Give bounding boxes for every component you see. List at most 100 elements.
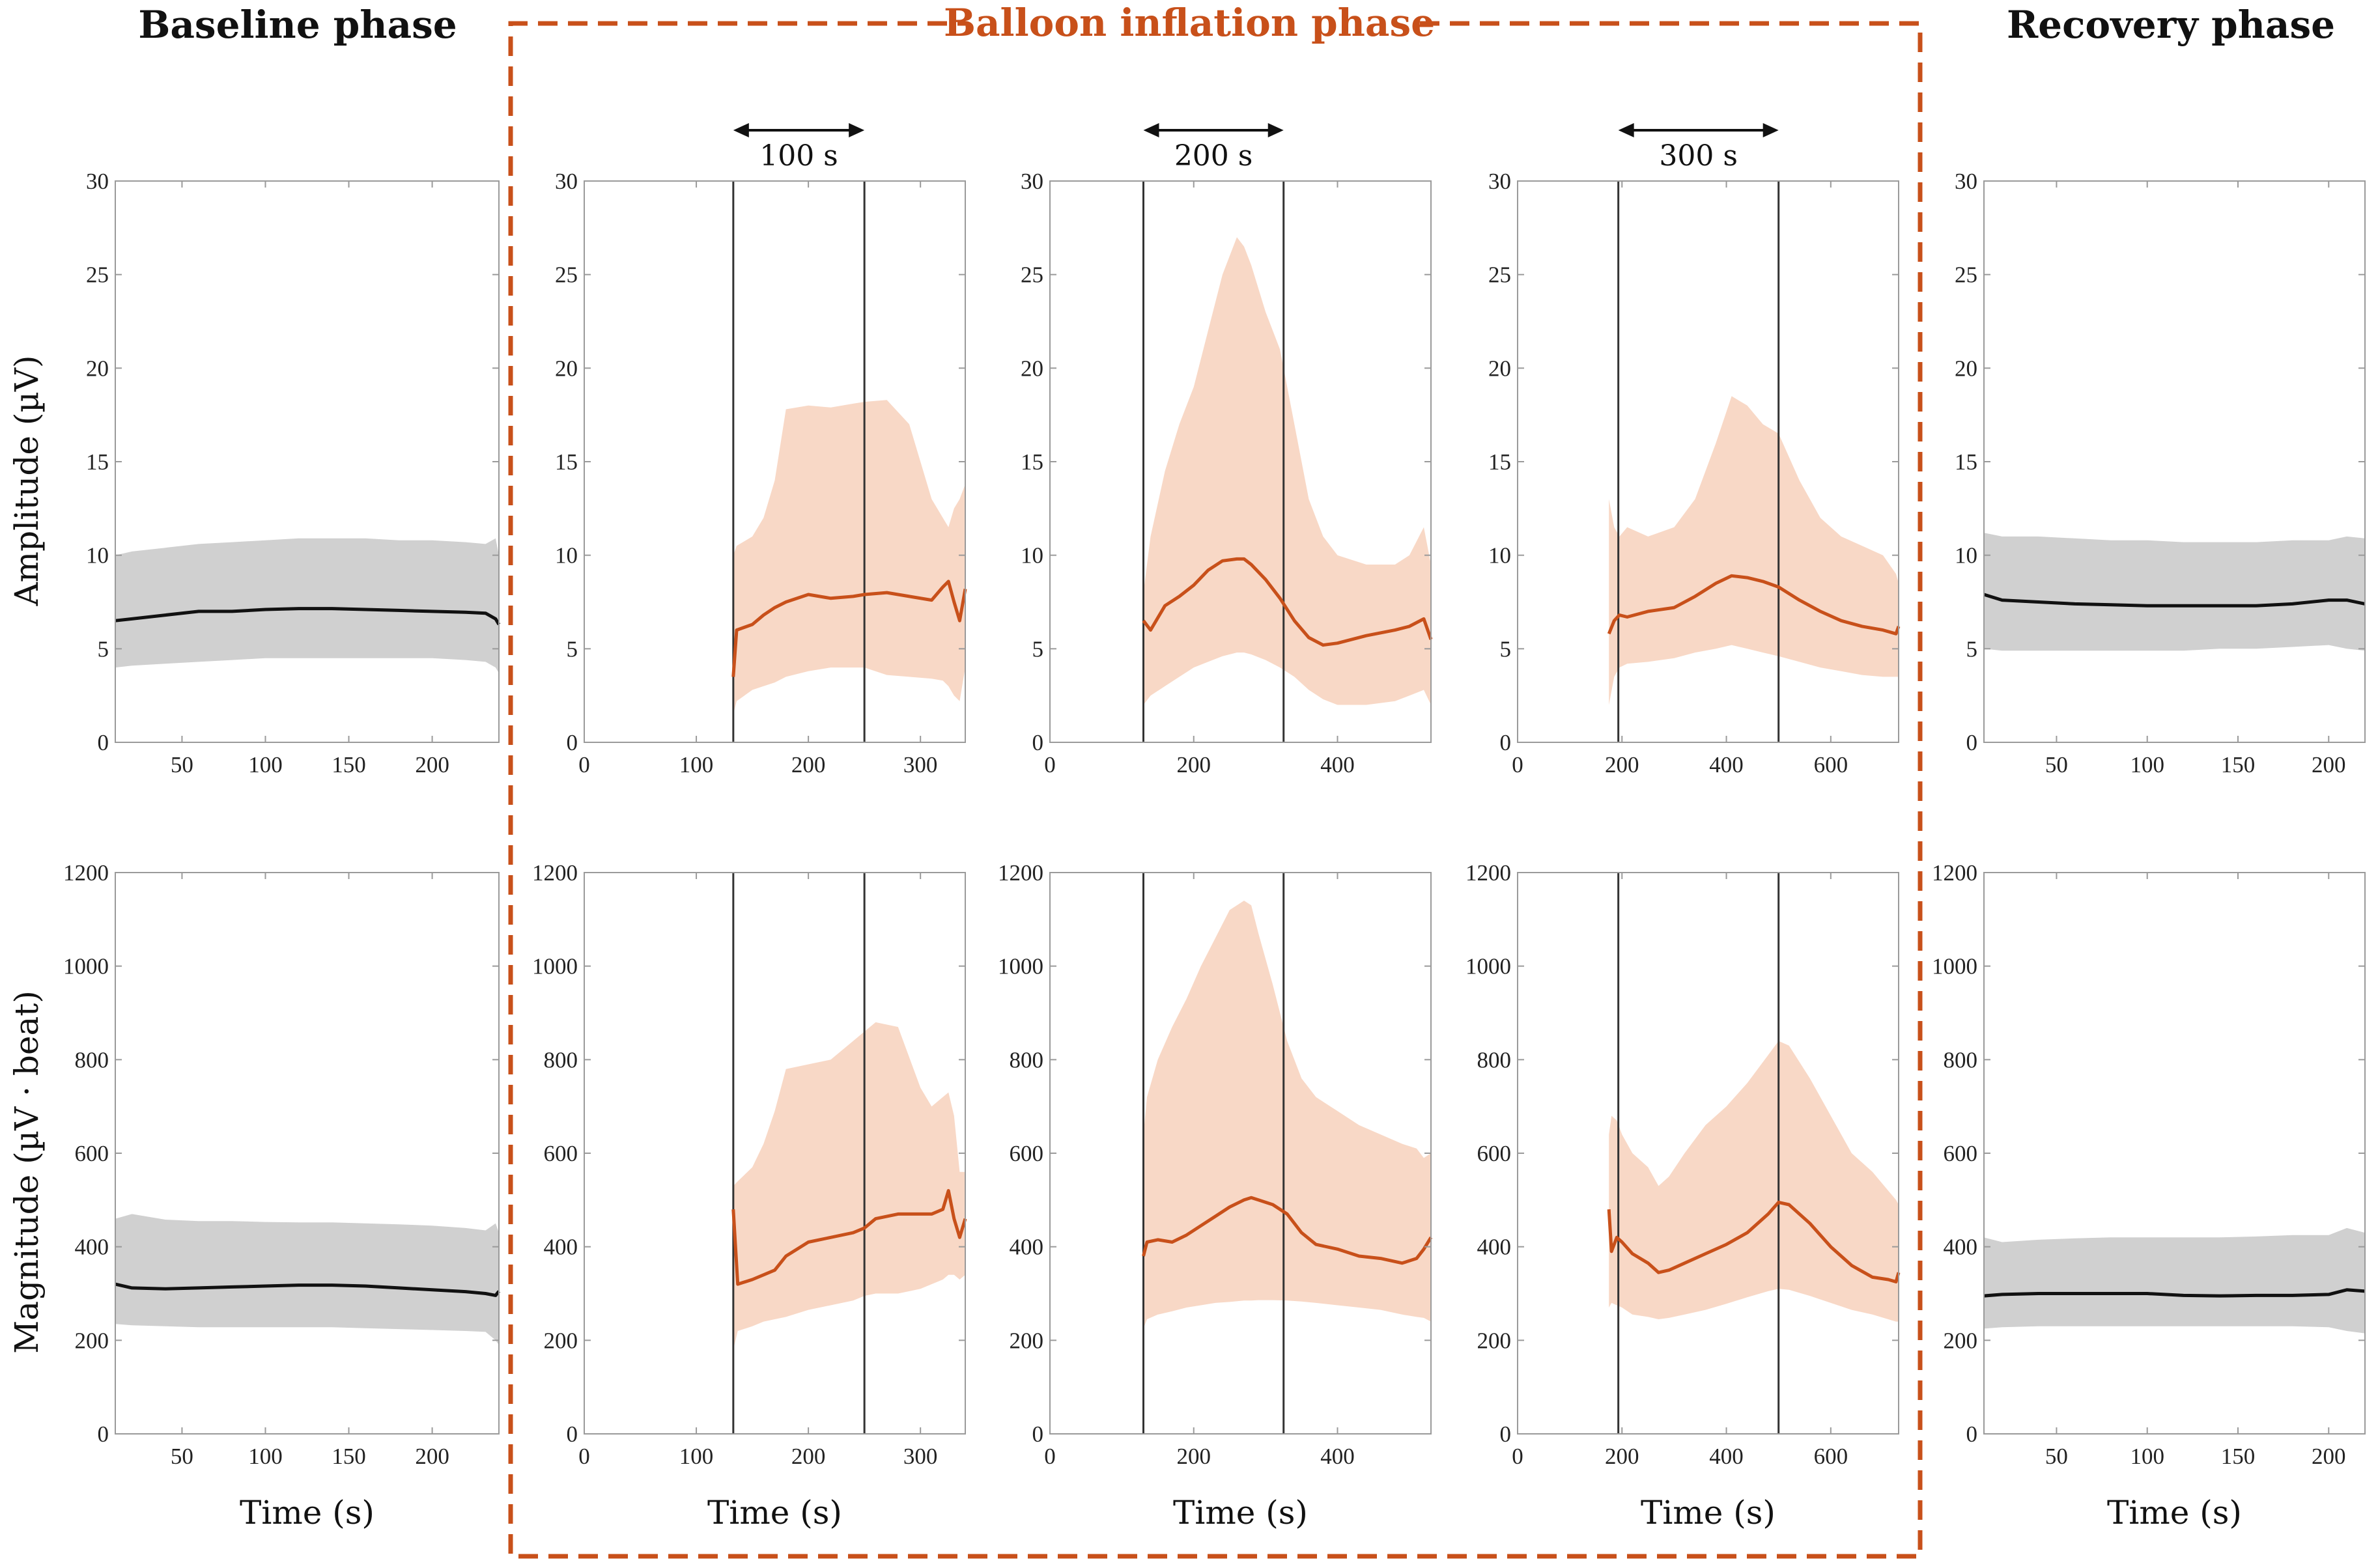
arrow-left-icon (733, 123, 749, 137)
x-tick-label: 300 (903, 1444, 938, 1469)
y-tick-label: 400 (1477, 1235, 1512, 1260)
x-axis-label: Time (s) (240, 1494, 375, 1532)
y-tick-label: 5 (98, 636, 109, 662)
mean-line (1607, 574, 1901, 636)
x-tick-label: 100 (679, 752, 714, 777)
y-tick-label: 15 (555, 449, 578, 475)
x-tick-label: 150 (2221, 752, 2256, 777)
x-tick-label: 200 (2312, 1444, 2346, 1469)
duration-label: 300 s (1659, 139, 1738, 173)
x-tick-label: 100 (2130, 1444, 2164, 1469)
arrow-left-icon (1143, 123, 1159, 137)
y-tick-label: 20 (1488, 356, 1511, 381)
y-tick-label: 0 (1966, 730, 1978, 755)
y-tick-label: 1000 (532, 954, 578, 979)
y-tick-label: 15 (1488, 449, 1511, 475)
panel-magnitude-baseline: 0 200 400 600 800 1000 1200 50 100 150 200 Time (s) (63, 860, 500, 1532)
x-tick-label: 150 (2221, 1444, 2256, 1469)
duration-arrow (1143, 123, 1284, 137)
duration-arrow (733, 123, 865, 137)
y-tick-label: 600 (1477, 1141, 1512, 1166)
x-tick-label: 100 (248, 1444, 283, 1469)
x-axis-label: Time (s) (1173, 1494, 1308, 1532)
y-tick-label: 0 (1500, 1421, 1512, 1447)
magnitude-y-axis-label: Magnitude (µV · beat) (8, 990, 46, 1354)
arrow-right-icon (849, 123, 865, 137)
x-tick-label: 100 (679, 1444, 714, 1469)
duration-arrow (1618, 123, 1779, 137)
y-tick-label: 600 (1944, 1141, 1978, 1166)
y-tick-label: 15 (1021, 449, 1043, 475)
x-tick-label: 200 (2312, 752, 2346, 777)
y-tick-label: 600 (1010, 1141, 1044, 1166)
y-tick-label: 10 (555, 543, 578, 568)
x-tick-label: 300 (903, 752, 938, 777)
x-tick-label: 600 (1814, 752, 1848, 777)
y-tick-label: 1200 (1932, 860, 1977, 886)
x-tick-label: 200 (1605, 752, 1639, 777)
y-tick-label: 800 (75, 1047, 109, 1072)
x-tick-label: 50 (171, 1444, 193, 1469)
confidence-band (1984, 533, 2365, 651)
confidence-band (115, 1214, 499, 1345)
y-tick-label: 1000 (1932, 954, 1977, 979)
x-tick-label: 400 (1709, 752, 1744, 777)
confidence-band (1609, 396, 1899, 705)
y-tick-label: 25 (1955, 262, 1977, 288)
y-tick-label: 200 (1944, 1328, 1978, 1353)
x-tick-label: 50 (2045, 752, 2068, 777)
y-tick-label: 10 (1955, 543, 1977, 568)
x-tick-label: 200 (1177, 752, 1211, 777)
x-axis-label: Time (s) (707, 1494, 842, 1532)
mean-line (731, 1189, 967, 1286)
y-tick-label: 20 (555, 356, 578, 381)
confidence-band (1143, 237, 1431, 705)
x-tick-label: 50 (2045, 1444, 2068, 1469)
y-tick-label: 0 (1500, 730, 1512, 755)
panel-amplitude-recovery: 0 5 10 15 20 25 30 50 100 150 200 (1955, 169, 2366, 777)
y-tick-label: 15 (1955, 449, 1977, 475)
y-tick-label: 0 (98, 730, 109, 755)
y-tick-label: 400 (1010, 1235, 1044, 1260)
x-tick-label: 0 (1512, 1444, 1523, 1469)
y-tick-label: 1200 (1465, 860, 1511, 886)
panel-magnitude-inflation-200: 0 200 400 600 800 1000 1200 0 200 400 Time (s) (998, 860, 1433, 1532)
x-tick-label: 0 (1512, 752, 1523, 777)
y-tick-label: 10 (1488, 543, 1511, 568)
y-tick-label: 400 (75, 1235, 109, 1260)
y-tick-label: 20 (1955, 356, 1977, 381)
y-tick-label: 25 (1021, 262, 1043, 288)
x-tick-label: 0 (578, 1444, 590, 1469)
amplitude-y-axis-label: Amplitude (µV) (8, 356, 46, 607)
panel-magnitude-inflation-300: 0 200 400 600 800 1000 1200 0 200 400 600 Time (s) (1465, 860, 1901, 1532)
x-tick-label: 150 (332, 752, 366, 777)
x-tick-label: 0 (578, 752, 590, 777)
confidence-band (1984, 1227, 2365, 1334)
x-tick-label: 100 (248, 752, 283, 777)
recovery-phase-title: Recovery phase (2007, 3, 2335, 47)
y-tick-label: 1000 (998, 954, 1043, 979)
y-tick-label: 30 (86, 169, 109, 194)
arrow-right-icon (1267, 123, 1284, 137)
axes-frame (1983, 872, 2366, 1435)
panel-amplitude-inflation-300: 0 5 10 15 20 25 30 0 200 400 600 300 s (1488, 123, 1901, 777)
x-tick-label: 0 (1044, 752, 1056, 777)
mean-line (1142, 1196, 1433, 1265)
y-tick-label: 10 (86, 543, 109, 568)
inflation-phase-title: Balloon inflation phase (944, 1, 1435, 45)
confidence-band (1143, 901, 1431, 1329)
panel-amplitude-inflation-200: 0 5 10 15 20 25 30 0 200 400 200 s (1021, 123, 1433, 777)
arrow-right-icon (1762, 123, 1779, 137)
y-tick-label: 30 (1021, 169, 1043, 194)
y-tick-label: 30 (1488, 169, 1511, 194)
x-tick-label: 400 (1320, 752, 1355, 777)
y-tick-label: 1200 (998, 860, 1043, 886)
x-tick-label: 400 (1320, 1444, 1355, 1469)
confidence-band (115, 538, 499, 673)
x-axis-label: Time (s) (2107, 1494, 2242, 1532)
y-tick-label: 15 (86, 449, 109, 475)
y-tick-label: 200 (1477, 1328, 1512, 1353)
y-tick-label: 1000 (1465, 954, 1511, 979)
